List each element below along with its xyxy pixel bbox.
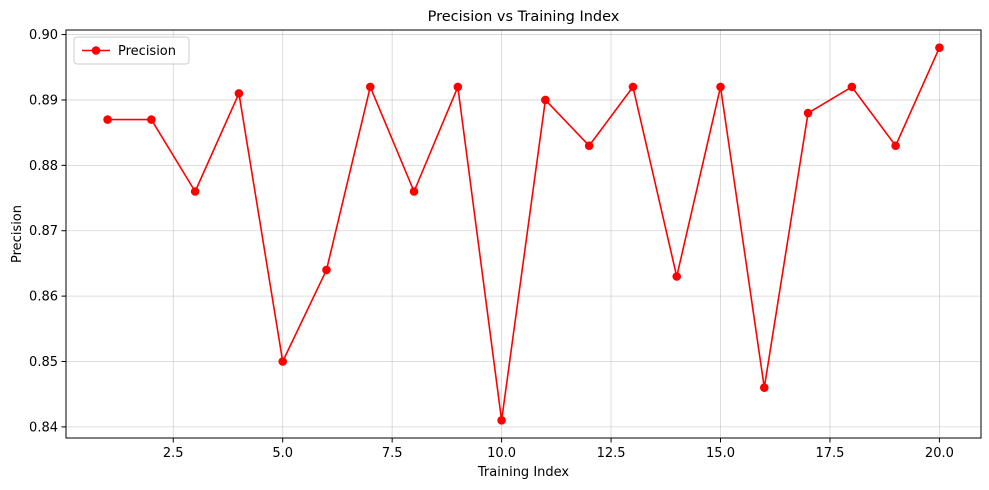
y-tick-label: 0.84: [29, 420, 58, 435]
x-tick-label: 2.5: [163, 446, 184, 461]
axis-ticks: 2.5 5.0 7.5 10.0 12.5 15.0 17.5 20.0 0.84 0.85 0.8…: [29, 28, 954, 461]
legend-marker: [91, 46, 101, 55]
data-point: [672, 272, 682, 281]
y-tick-label: 0.90: [29, 28, 58, 43]
x-tick-label: 5.0: [272, 446, 293, 461]
y-axis-label: Precision: [10, 205, 25, 263]
data-point: [453, 82, 463, 92]
data-point: [322, 265, 331, 275]
x-tick-label: 15.0: [706, 446, 735, 461]
x-tick-label: 17.5: [815, 446, 844, 461]
legend-label: Precision: [118, 44, 176, 59]
data-point: [190, 187, 200, 196]
legend-box: [73, 36, 190, 65]
legend: Precision: [73, 36, 190, 65]
data-point: [234, 89, 244, 98]
x-tick-label: 20.0: [925, 446, 954, 461]
data-point: [891, 141, 900, 151]
data-point: [759, 383, 769, 392]
data-point: [803, 108, 813, 118]
x-tick-label: 7.5: [382, 446, 403, 461]
data-point: [935, 43, 944, 52]
data-point: [278, 357, 288, 366]
data-point: [147, 115, 156, 124]
y-tick-label: 0.88: [29, 159, 58, 174]
plot-frame: [65, 29, 982, 439]
data-point: [584, 141, 594, 151]
x-axis-label: Training Index: [477, 465, 570, 480]
data-point: [541, 95, 550, 105]
data-point: [365, 82, 375, 92]
y-tick-label: 0.86: [29, 290, 58, 305]
data-point: [103, 115, 112, 124]
chart-title: Precision vs Training Index: [428, 9, 620, 25]
series-layer: [103, 43, 944, 425]
data-point: [628, 82, 638, 92]
data-point: [716, 82, 725, 92]
y-tick-label: 0.89: [29, 93, 58, 108]
series-line-precision: [107, 47, 941, 422]
data-point: [847, 82, 857, 92]
data-point: [409, 187, 419, 196]
y-tick-label: 0.87: [29, 224, 58, 239]
x-tick-label: 10.0: [487, 446, 516, 461]
x-tick-label: 12.5: [597, 446, 626, 461]
data-point: [497, 416, 506, 425]
y-tick-label: 0.85: [29, 355, 58, 370]
